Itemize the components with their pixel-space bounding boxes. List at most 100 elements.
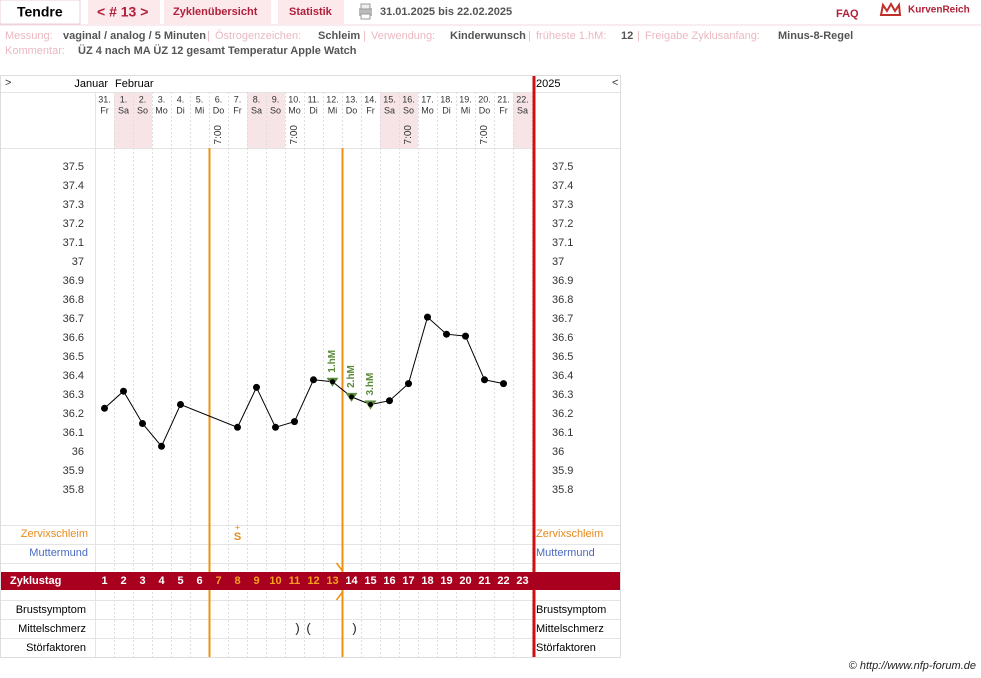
y2-tick-label: 37.5 xyxy=(552,161,573,173)
user: Tendre xyxy=(17,4,63,20)
weekday: Do xyxy=(213,105,225,115)
brand[interactable]: KurvenReich xyxy=(908,5,970,16)
date: 8. xyxy=(253,94,261,104)
weekday: Mi xyxy=(195,105,205,115)
date: 22. xyxy=(516,94,529,104)
cycle-day: 7 xyxy=(215,575,221,587)
row-label: Störfaktoren xyxy=(536,642,596,654)
weekday: Di xyxy=(309,105,318,115)
cycle-day: 1 xyxy=(101,575,107,587)
date: 2. xyxy=(139,94,147,104)
temperature-point xyxy=(424,313,431,321)
cycle-day: 21 xyxy=(478,575,490,587)
weekday: Sa xyxy=(384,105,395,115)
info-value: Schleim xyxy=(318,30,360,42)
y2-tick-label: 36.8 xyxy=(552,294,573,306)
y2-tick-label: 36.2 xyxy=(552,408,573,420)
fertile-end-tick xyxy=(335,562,344,601)
cycle-day: 6 xyxy=(196,575,202,587)
temperature-line xyxy=(104,316,504,448)
date: 14. xyxy=(364,94,377,104)
tab[interactable]: Zyklenübersicht xyxy=(173,6,258,18)
weekday: Mo xyxy=(421,105,434,115)
y-tick-label: 36.6 xyxy=(63,332,84,344)
row-label: Mittelschmerz xyxy=(536,623,604,635)
row-label: Muttermund xyxy=(536,547,595,559)
weekday: Fr xyxy=(233,105,242,115)
print-icon[interactable] xyxy=(359,3,372,20)
cycle-day: 22 xyxy=(497,575,509,587)
cycle-day: 2 xyxy=(120,575,126,587)
row-label: Mittelschmerz xyxy=(18,623,86,635)
y-tick-label: 37.5 xyxy=(63,161,84,173)
y-tick-label: 36.1 xyxy=(63,427,84,439)
temperature-point xyxy=(330,379,335,385)
date: 5. xyxy=(196,94,204,104)
weekday: Sa xyxy=(517,105,528,115)
faq[interactable]: FAQ xyxy=(836,8,859,20)
cycle-day: 23 xyxy=(516,575,528,587)
date: 7. xyxy=(234,94,242,104)
weekend-shade xyxy=(380,93,399,148)
y-tick-label: 37.3 xyxy=(63,199,84,211)
mittelschmerz: ) xyxy=(352,620,356,635)
tab[interactable]: Statistik xyxy=(289,6,333,18)
cycle-day: 10 xyxy=(269,575,281,587)
tab-bg[interactable] xyxy=(88,0,160,24)
mittelschmerz: ) xyxy=(295,620,299,635)
nav-prev[interactable]: > xyxy=(5,77,11,89)
chart: > Januar Februar 2025 <31.Fr1.Sa2.So3.Mo4.Di… xyxy=(1,76,620,657)
separator: | xyxy=(528,30,531,42)
temperature-point xyxy=(158,442,165,450)
date: 16. xyxy=(402,94,415,104)
temperature-point xyxy=(272,423,279,431)
y2-tick-label: 37.2 xyxy=(552,218,573,230)
info-label: Freigabe Zyklusanfang: xyxy=(645,30,760,42)
row-label: Störfaktoren xyxy=(26,642,86,654)
temperature-point xyxy=(443,330,450,338)
info-label: Messung: xyxy=(5,30,53,42)
row-label: Zervixschleim xyxy=(21,528,88,540)
time: 7:00 xyxy=(403,125,414,145)
weekday: Di xyxy=(442,105,451,115)
temperature-point xyxy=(481,376,488,384)
tab-bg[interactable] xyxy=(164,0,271,24)
cycle-day: 19 xyxy=(440,575,452,587)
temperature-point xyxy=(386,397,393,405)
hm-label: 2.hM xyxy=(346,365,357,388)
temperature-point xyxy=(253,383,260,391)
weekday: Fr xyxy=(366,105,375,115)
y-tick-label: 36.4 xyxy=(63,370,84,382)
date: 6. xyxy=(215,94,223,104)
y-tick-label: 37.4 xyxy=(63,180,84,192)
temperature-point xyxy=(139,420,146,427)
date: 9. xyxy=(272,94,280,104)
cycle-day: 14 xyxy=(345,575,358,587)
date: 10. xyxy=(288,94,301,104)
date: 4. xyxy=(177,94,185,104)
cycle-day: 9 xyxy=(253,575,259,587)
date: 15. xyxy=(383,94,396,104)
tab-bg[interactable] xyxy=(278,0,344,24)
temperature-point xyxy=(405,380,412,388)
weekday: Fr xyxy=(100,105,109,115)
date: 11. xyxy=(308,94,320,104)
nav-next[interactable]: < xyxy=(612,77,618,89)
y2-tick-label: 37.4 xyxy=(552,180,573,192)
y-tick-label: 36.7 xyxy=(63,313,84,325)
weekday: Mo xyxy=(155,105,168,115)
y2-tick-label: 37 xyxy=(552,256,564,268)
temperature-point xyxy=(349,394,354,400)
separator: | xyxy=(637,30,640,42)
y2-tick-label: 36.1 xyxy=(552,427,573,439)
cycle-nav[interactable]: < # 13 > xyxy=(97,4,148,20)
temperature-point xyxy=(120,387,127,395)
cycle-day: 12 xyxy=(307,575,319,587)
info-value: Minus-8-Regel xyxy=(778,30,853,42)
weekend-shade xyxy=(266,93,285,148)
y2-tick-label: 36.6 xyxy=(552,332,573,344)
cycle-label: Zyklustag xyxy=(10,575,61,587)
weekday: Sa xyxy=(118,105,129,115)
date: 31. xyxy=(98,94,111,104)
mucus: S xyxy=(234,531,241,543)
